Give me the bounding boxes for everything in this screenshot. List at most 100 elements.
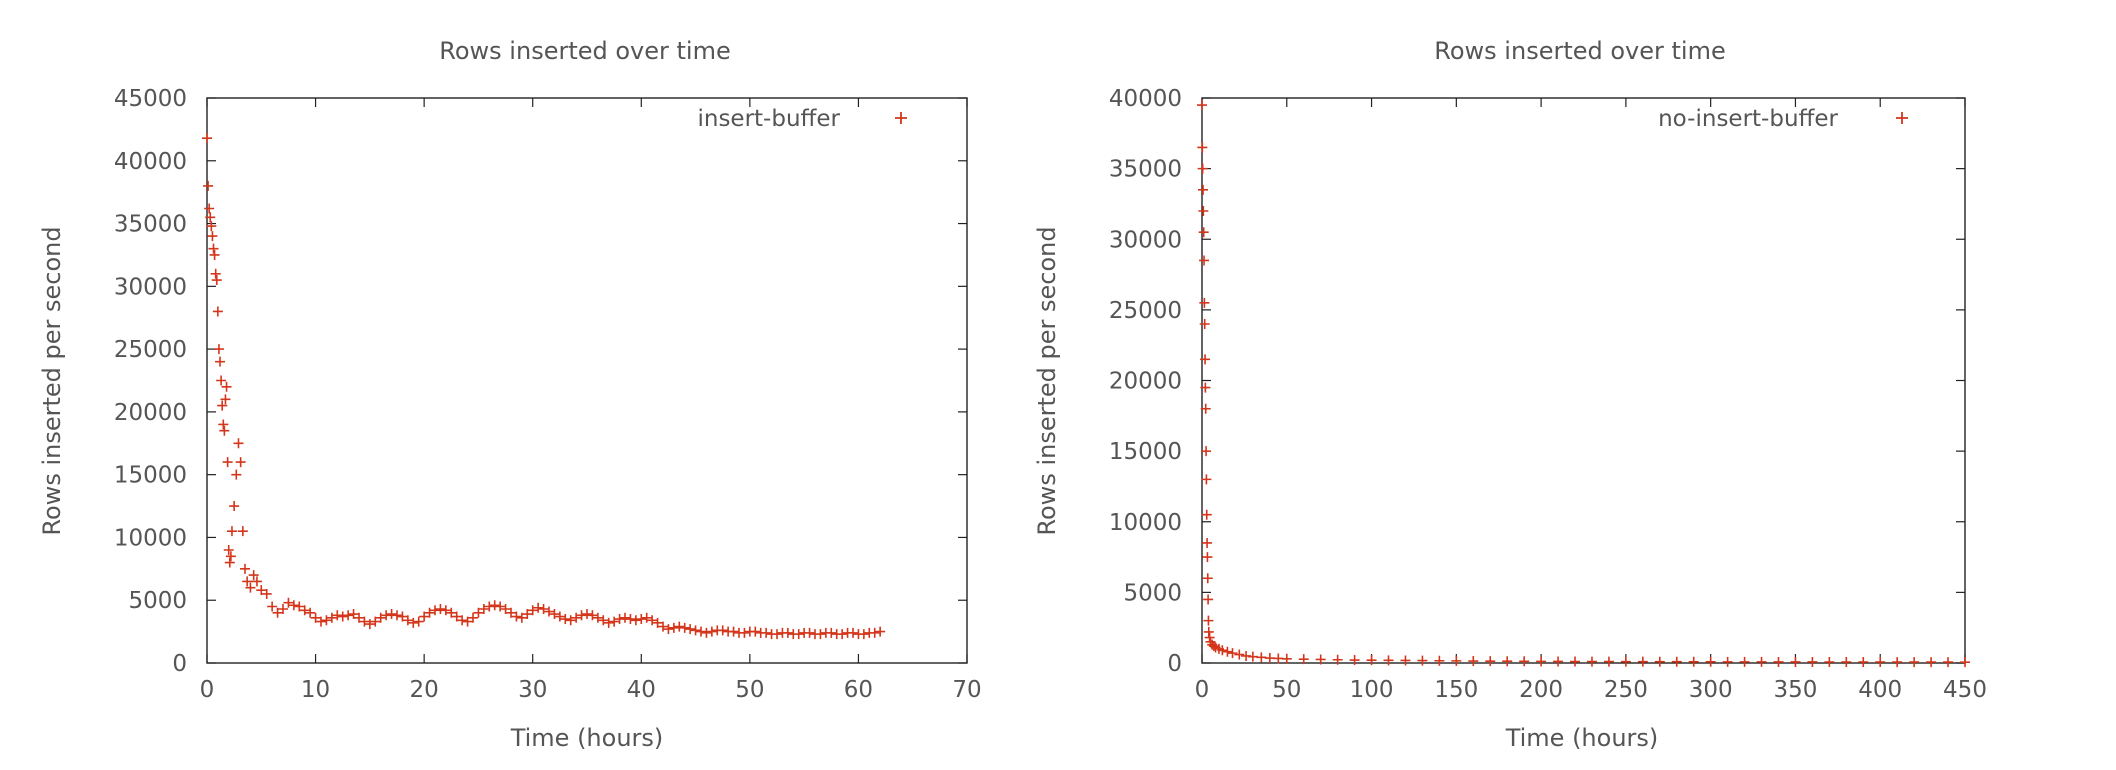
data-point	[516, 612, 527, 623]
data-point	[261, 588, 272, 599]
data-series-no-insert-buffer	[1197, 100, 1970, 668]
data-point	[1739, 656, 1750, 667]
data-point	[609, 616, 620, 627]
data-point	[582, 609, 592, 620]
data-point	[592, 612, 603, 623]
data-point	[804, 627, 815, 638]
data-point	[386, 609, 397, 620]
plot-frame	[206, 97, 968, 664]
data-point	[294, 601, 305, 612]
data-point	[717, 625, 728, 636]
data-point	[1637, 656, 1648, 667]
data-point	[625, 614, 636, 625]
y-axis-label: Rows inserted per second	[1033, 226, 1061, 535]
data-point	[1502, 656, 1513, 667]
legend-label: no-insert-buffer	[1658, 106, 1838, 132]
data-point	[549, 609, 560, 620]
y-tick-label: 35000	[1109, 157, 1182, 183]
data-point	[364, 619, 375, 630]
x-tick-label: 20	[410, 677, 439, 703]
data-point	[858, 629, 869, 640]
x-tick-label: 70	[952, 677, 981, 703]
data-point	[614, 614, 625, 625]
chart-no-insert-buffer: Rows inserted over time 0 5000 10000 15000 2…	[1033, 37, 1987, 752]
data-point	[343, 610, 354, 621]
data-point	[1217, 645, 1228, 656]
data-point	[272, 607, 283, 618]
data-point	[1875, 657, 1886, 668]
data-point	[1603, 656, 1614, 667]
data-point	[571, 612, 582, 623]
data-point	[1200, 354, 1211, 365]
data-point	[869, 627, 880, 638]
data-point	[235, 457, 246, 468]
data-point	[1620, 656, 1631, 667]
y-axis: 0 5000 10000 15000 20000 25000 30000 35000 40000…	[114, 86, 967, 677]
data-point	[278, 604, 288, 615]
data-point	[221, 381, 232, 392]
data-point	[1586, 656, 1597, 667]
data-point	[1247, 651, 1258, 662]
data-point	[224, 557, 235, 568]
y-tick-label: 5000	[1123, 580, 1182, 606]
data-point	[1198, 206, 1209, 216]
data-point	[326, 612, 337, 623]
data-point	[538, 604, 549, 615]
y-tick-label: 10000	[1109, 510, 1182, 536]
data-point	[299, 605, 310, 616]
data-point	[674, 621, 685, 632]
data-point	[310, 612, 321, 623]
data-point	[1198, 184, 1209, 195]
data-point	[251, 576, 262, 587]
data-point	[375, 612, 386, 623]
data-point	[212, 306, 223, 317]
data-point	[1841, 657, 1852, 668]
data-point	[511, 611, 522, 622]
data-point	[636, 614, 647, 625]
data-point	[1199, 255, 1210, 266]
data-point	[1790, 656, 1801, 667]
x-tick-label: 250	[1604, 677, 1648, 703]
data-point	[544, 606, 554, 617]
data-point	[1553, 656, 1564, 667]
data-point	[647, 615, 658, 626]
data-point	[679, 622, 690, 633]
data-point	[565, 615, 576, 626]
data-point	[739, 627, 750, 638]
data-point	[1227, 648, 1238, 659]
data-point	[392, 610, 402, 621]
data-point	[397, 611, 408, 622]
data-point	[316, 616, 326, 627]
data-point	[1688, 656, 1699, 667]
data-point	[1298, 654, 1309, 665]
data-point	[321, 615, 332, 626]
data-point	[205, 212, 216, 223]
data-point	[207, 231, 218, 242]
data-point	[761, 627, 772, 638]
x-tick-label: 60	[844, 677, 873, 703]
data-point	[685, 624, 696, 635]
data-point	[225, 551, 236, 562]
chart-insert-buffer: Rows inserted over time 0 5000 10000 15000 2…	[38, 37, 982, 752]
data-point	[1417, 655, 1428, 666]
data-point	[1200, 403, 1211, 414]
data-point	[451, 611, 462, 622]
legend-marker	[895, 112, 907, 124]
data-point	[245, 582, 256, 593]
x-axis: 0 50 100 150 200 250 300 350 400 450	[1195, 98, 1987, 703]
legend-marker-icon	[895, 112, 907, 124]
data-point	[620, 612, 630, 623]
data-point	[826, 627, 837, 638]
data-point	[256, 585, 267, 596]
data-point	[430, 605, 440, 616]
data-point	[1654, 656, 1665, 667]
data-point	[1197, 163, 1208, 174]
chart-title: Rows inserted over time	[1434, 37, 1725, 65]
data-point	[484, 601, 495, 612]
data-point	[202, 133, 212, 144]
y-tick-label: 30000	[1109, 227, 1182, 253]
y-tick-label: 0	[172, 651, 187, 677]
x-tick-label: 200	[1519, 677, 1563, 703]
data-point	[1756, 656, 1767, 667]
data-point	[1909, 657, 1920, 668]
